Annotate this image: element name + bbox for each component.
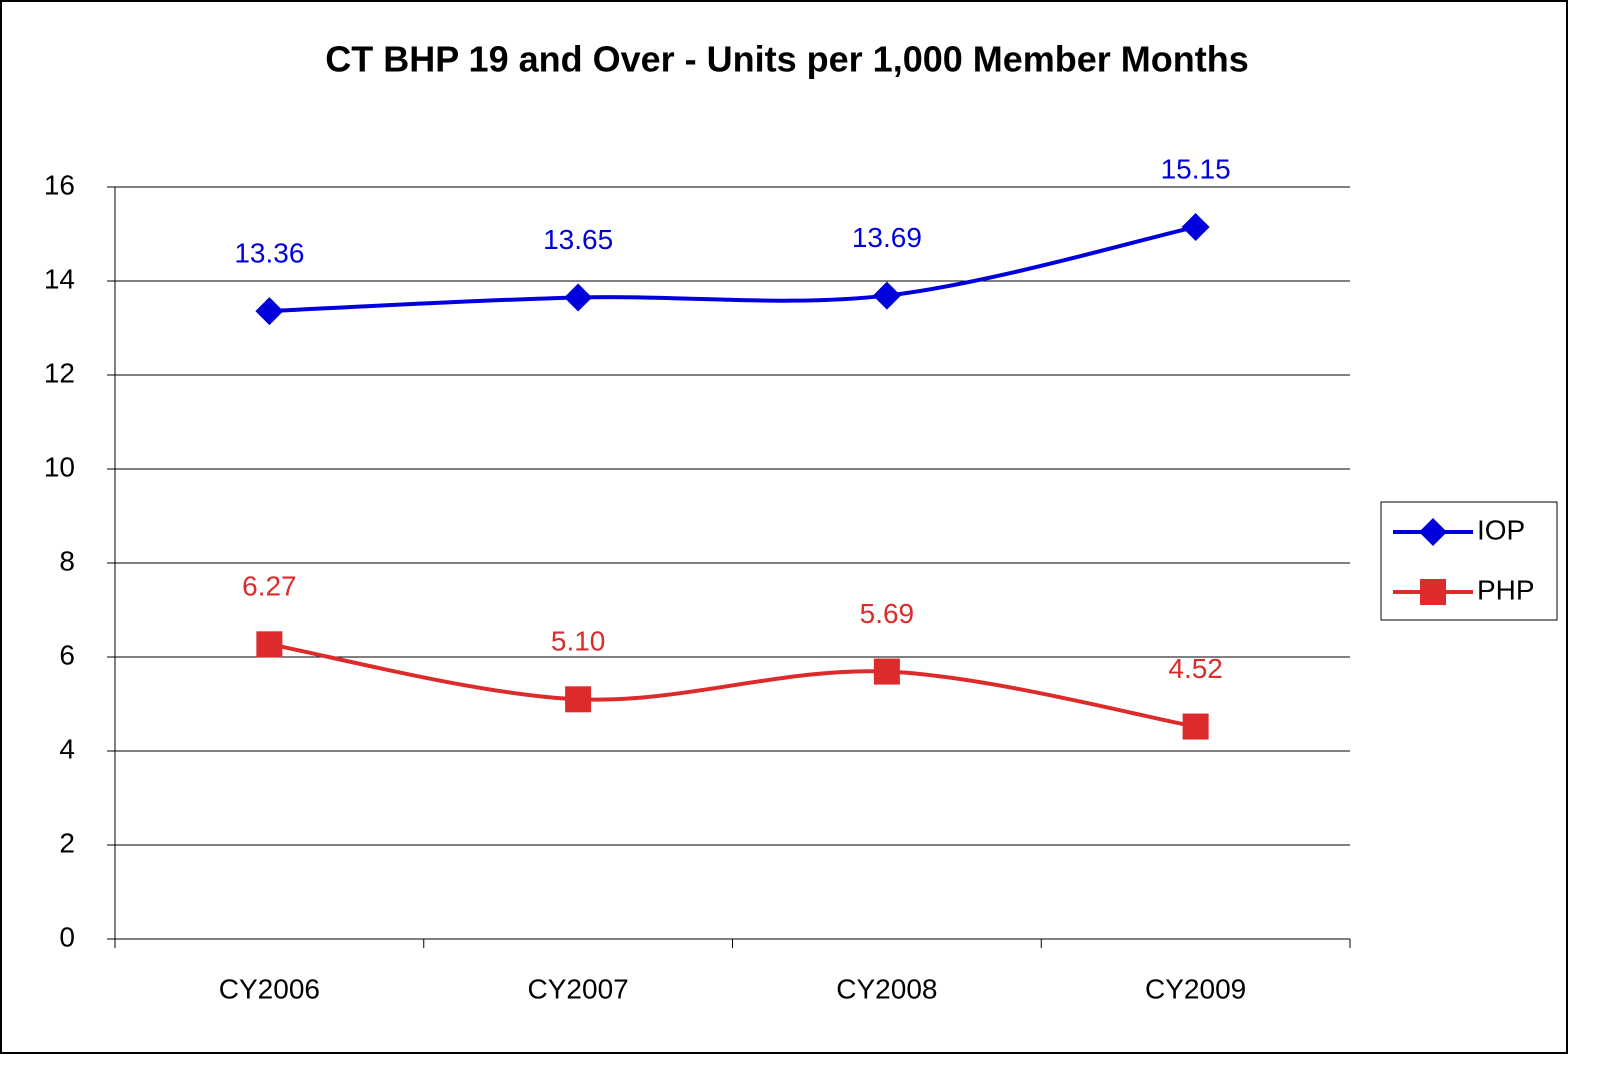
legend-marker [1419,518,1447,546]
legend-label: IOP [1477,514,1525,545]
data-label: 15.15 [1161,153,1231,184]
y-tick-label: 4 [59,733,75,764]
chart-title: CT BHP 19 and Over - Units per 1,000 Mem… [325,39,1249,80]
data-label: 4.52 [1168,653,1223,684]
y-tick-label: 6 [59,639,75,670]
legend-marker [1420,579,1446,605]
x-tick-label: CY2006 [219,973,320,1004]
data-point [256,631,283,658]
y-tick-label: 12 [44,357,75,388]
data-label: 13.65 [543,224,613,255]
y-tick-label: 8 [59,545,75,576]
data-label: 13.69 [852,222,922,253]
chart-border [0,0,1568,1054]
data-point [255,297,284,326]
data-point [1181,212,1210,241]
y-tick-label: 2 [59,827,75,858]
data-point [872,281,901,310]
data-point [564,283,593,312]
x-tick-label: CY2008 [836,973,937,1004]
series-line [269,642,1196,729]
legend-box [1380,501,1558,621]
data-label: 13.36 [234,237,304,268]
legend-label: PHP [1477,574,1535,605]
data-point [873,658,900,685]
data-label: 5.10 [551,626,606,657]
x-tick-label: CY2007 [528,973,629,1004]
x-tick-label: CY2009 [1145,973,1246,1004]
y-tick-label: 14 [44,263,75,294]
y-tick-label: 0 [59,921,75,952]
series-line [269,224,1197,314]
data-label: 5.69 [860,598,915,629]
data-point [565,686,592,713]
y-tick-label: 16 [44,169,75,200]
data-point [1182,713,1209,740]
data-label: 6.27 [242,571,297,602]
y-tick-label: 10 [44,451,75,482]
